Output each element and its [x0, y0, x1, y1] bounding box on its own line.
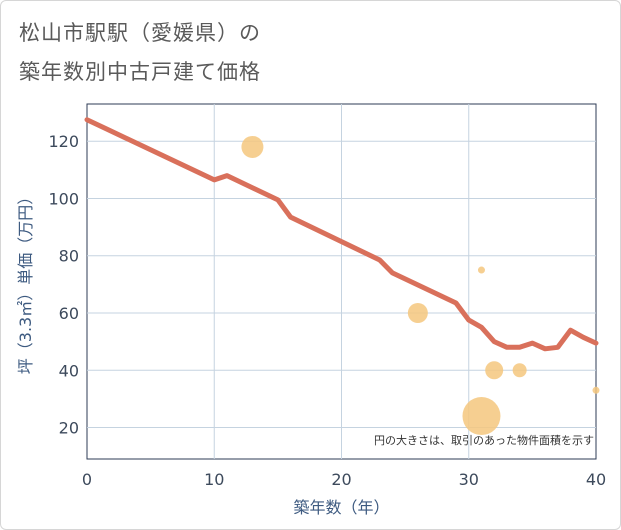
x-axis-label: 築年数（年） — [293, 498, 389, 517]
bubble-point — [241, 135, 264, 158]
x-tick-label: 10 — [204, 470, 224, 489]
bubble-size-note: 円の大きさは、取引のあった物件面積を示す — [374, 433, 594, 447]
x-tick-label: 30 — [459, 470, 479, 489]
x-tick-label: 0 — [82, 470, 92, 489]
trend-line — [84, 117, 599, 352]
chart-title-line2: 築年数別中古戸建て価格 — [19, 60, 261, 84]
grid-lines — [87, 104, 596, 459]
x-tick-label: 40 — [586, 470, 606, 489]
bubble-point — [485, 361, 504, 380]
y-axis-ticks: 20 40 60 80 100 120 — [48, 132, 79, 437]
x-tick-label: 20 — [331, 470, 351, 489]
y-tick-label: 120 — [48, 132, 79, 151]
y-tick-label: 40 — [59, 361, 79, 380]
chart-title-line1: 松山市駅駅（愛媛県）の — [19, 21, 261, 45]
y-tick-label: 80 — [59, 247, 79, 266]
y-tick-label: 20 — [59, 419, 79, 438]
bubble-point — [592, 386, 600, 394]
y-tick-label: 100 — [48, 189, 79, 208]
y-axis-label: 坪（3.3㎡）単価（万円） — [16, 189, 35, 374]
x-axis-ticks: 0 10 20 30 40 — [82, 470, 606, 489]
bubble-series — [241, 135, 600, 436]
bubble-point — [462, 397, 501, 436]
bubble-point — [512, 363, 527, 378]
bubble-point — [407, 302, 428, 323]
y-tick-label: 60 — [59, 304, 79, 323]
bubble-point — [477, 266, 485, 274]
